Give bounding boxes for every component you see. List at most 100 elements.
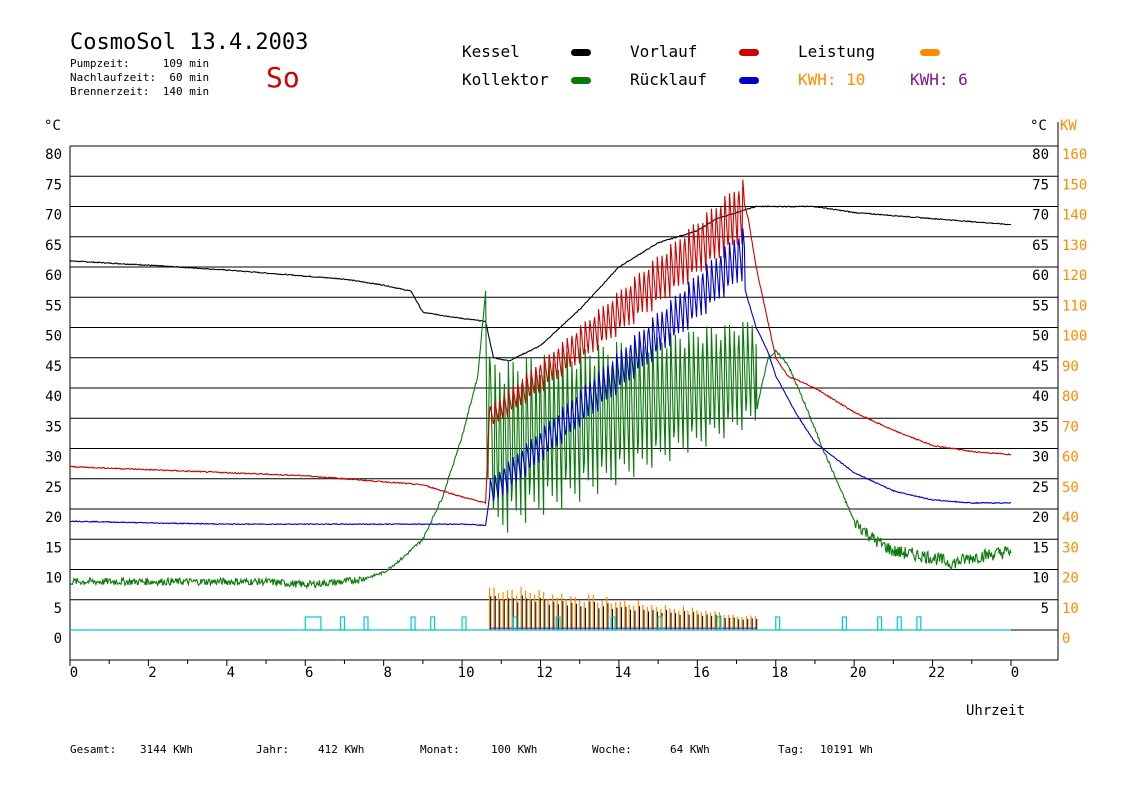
y-tick-kw: 150	[1062, 177, 1087, 193]
footer-gesamt-value: 3144 KWh	[140, 743, 193, 756]
footer-jahr-value: 412 KWh	[318, 743, 365, 756]
x-tick-label: 4	[227, 665, 235, 681]
y-axis-label-right: °C	[1030, 118, 1047, 134]
y-tick-kw: 0	[1062, 631, 1070, 647]
legend-ruecklauf-swatch	[739, 77, 759, 84]
y-tick-kw: 50	[1062, 480, 1079, 496]
y-tick-left: 0	[54, 631, 62, 647]
status-pulse	[610, 616, 616, 631]
y-tick-left: 5	[54, 601, 62, 617]
y-tick-kw: 110	[1062, 298, 1087, 314]
footer-woche-value: 64 KWh	[670, 743, 710, 756]
y-tick-right: 10	[1032, 571, 1049, 587]
y-tick-left: 40	[45, 389, 62, 405]
status-pulse	[841, 616, 847, 631]
x-tick-label: 20	[850, 665, 867, 681]
status-pulse	[512, 616, 518, 631]
y-tick-right: 70	[1032, 208, 1049, 224]
y-tick-kw: 80	[1062, 389, 1079, 405]
legend-kessel-swatch	[571, 49, 591, 56]
weekday-label: So	[266, 61, 300, 94]
y-tick-kw: 10	[1062, 601, 1079, 617]
y-tick-right: 55	[1032, 298, 1049, 314]
brennerzeit-info: Brennerzeit: 140 min	[70, 85, 210, 98]
y-tick-kw: 40	[1062, 510, 1079, 526]
status-pulse	[877, 616, 883, 631]
status-pulse	[430, 616, 436, 631]
x-tick-label: 0	[1011, 665, 1019, 681]
x-tick-label: 10	[458, 665, 475, 681]
legend-kollektor-label: Kollektor	[462, 70, 549, 89]
x-tick-label: 0	[70, 665, 78, 681]
legend-vorlauf-label: Vorlauf	[630, 42, 698, 61]
y-tick-right: 30	[1032, 450, 1049, 466]
y-tick-left: 20	[45, 510, 62, 526]
footer-monat-label: Monat:	[420, 743, 460, 756]
x-tick-label: 16	[693, 665, 710, 681]
y-axis-label-left: °C	[44, 118, 61, 134]
y-tick-right: 25	[1032, 480, 1049, 496]
status-pulse	[896, 616, 902, 631]
y-tick-right: 50	[1032, 329, 1049, 345]
y-tick-right: 80	[1032, 147, 1049, 163]
footer-monat-value: 100 KWh	[491, 743, 538, 756]
y-tick-right: 65	[1032, 238, 1049, 254]
y-tick-left: 80	[45, 147, 62, 163]
y-tick-kw: 70	[1062, 419, 1079, 435]
y-tick-left: 50	[45, 329, 62, 345]
y-tick-kw: 120	[1062, 268, 1087, 284]
y-tick-right: 20	[1032, 510, 1049, 526]
series-line-kollektor	[69, 290, 1012, 590]
x-tick-label: 6	[305, 665, 313, 681]
chart-title: CosmoSol 13.4.2003	[70, 30, 309, 55]
footer-gesamt-label: Gesamt:	[70, 743, 117, 756]
status-pulse	[363, 616, 369, 631]
x-tick-label: 12	[536, 665, 553, 681]
x-tick-label: 8	[383, 665, 391, 681]
status-pulse	[339, 616, 346, 631]
footer-woche-label: Woche:	[592, 743, 632, 756]
y-tick-kw: 140	[1062, 208, 1087, 224]
series-line-kessel	[69, 205, 1012, 362]
y-tick-kw: 30	[1062, 540, 1079, 556]
y-tick-kw: 60	[1062, 450, 1079, 466]
y-tick-right: 5	[1041, 601, 1049, 617]
y-tick-kw: 100	[1062, 329, 1087, 345]
y-tick-right: 45	[1032, 359, 1049, 375]
series-line-vorlauf	[69, 179, 1012, 505]
y-tick-left: 70	[45, 208, 62, 224]
legend-leistung-label: Leistung	[798, 42, 876, 61]
x-tick-label: 14	[614, 665, 631, 681]
legend-kwh-second: KWH: 6	[910, 70, 968, 89]
footer-tag-label: Tag:	[778, 743, 805, 756]
nachlaufzeit-info: Nachlaufzeit: 60 min	[70, 71, 210, 84]
y-tick-left: 25	[45, 480, 62, 496]
y-tick-right: 35	[1032, 419, 1049, 435]
x-axis-label: Uhrzeit	[966, 703, 1025, 719]
status-pulse	[304, 616, 322, 631]
legend-ruecklauf-label: Rücklauf	[630, 70, 708, 89]
status-pulse	[555, 616, 561, 631]
y-tick-left: 60	[45, 268, 62, 284]
status-pulse	[410, 616, 416, 631]
legend-kessel-label: Kessel	[462, 42, 520, 61]
legend-kollektor-swatch	[571, 77, 591, 84]
y-tick-kw: 160	[1062, 147, 1087, 163]
status-pulse	[775, 616, 781, 631]
y-tick-kw: 20	[1062, 571, 1079, 587]
y-tick-right: 60	[1032, 268, 1049, 284]
pumpzeit-info: Pumpzeit: 109 min	[70, 57, 210, 70]
footer-tag-value: 10191 Wh	[820, 743, 873, 756]
y-tick-left: 15	[45, 540, 62, 556]
x-tick-label: 22	[928, 665, 945, 681]
status-pulse	[461, 616, 467, 631]
status-pulse	[916, 616, 922, 631]
y-tick-left: 45	[45, 359, 62, 375]
y-tick-left: 55	[45, 298, 62, 314]
y-tick-left: 30	[45, 450, 62, 466]
status-pulse	[657, 616, 663, 631]
y-tick-left: 10	[45, 571, 62, 587]
status-pulse	[716, 616, 722, 631]
series-line-ruecklauf	[69, 228, 1012, 527]
